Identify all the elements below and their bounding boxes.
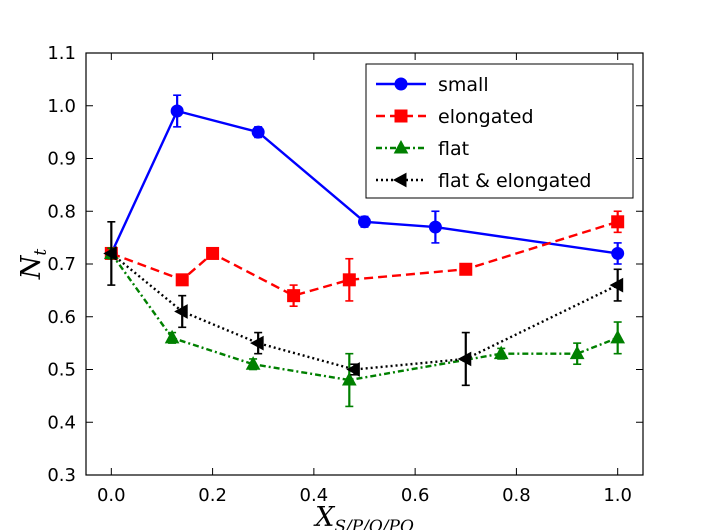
x-tick-label: 0.6 (401, 485, 430, 506)
y-tick-label: 0.9 (47, 149, 76, 170)
series-3 (103, 221, 624, 387)
y-axis-label: Nt (16, 249, 51, 281)
axis-ticks: 0.0 0.2 0.4 0.6 0.8 1.0 0.3 0.4 0.5 0.6 0.7 0.8 0.9 1… (47, 43, 643, 506)
legend-marker (394, 109, 408, 123)
data-point (346, 362, 360, 377)
y-tick-label: 0.8 (47, 201, 76, 222)
data-point (250, 335, 264, 351)
y-axis-label-sub: t (31, 249, 51, 256)
y-tick-label: 0.7 (47, 254, 76, 275)
data-point (611, 215, 625, 229)
x-tick-label: 0.4 (300, 485, 329, 506)
y-tick-label: 0.4 (47, 412, 76, 433)
data-point (164, 329, 180, 344)
data-point (457, 351, 472, 367)
legend-box (365, 63, 634, 199)
data-point (287, 289, 301, 303)
series-line (110, 109, 618, 255)
y-tick-label: 0.6 (47, 307, 76, 328)
legend-label: flat (438, 138, 469, 160)
data-point (428, 220, 442, 234)
x-tick-label: 1.0 (603, 485, 632, 506)
legend: small elongated flat flat & elongated (365, 63, 634, 199)
data-point (206, 246, 220, 260)
x-axis-label-main: X (313, 502, 336, 530)
data-point (103, 246, 117, 261)
data-point (174, 304, 188, 319)
legend-marker (392, 172, 407, 188)
series-line (110, 252, 619, 371)
data-point (569, 345, 585, 360)
x-axis-label-sub: S/P/O/PO (334, 517, 414, 530)
legend-label: small (438, 74, 489, 96)
data-point (175, 273, 189, 287)
plot-area (103, 94, 626, 408)
legend-marker (394, 77, 408, 91)
y-axis-label-main: N (16, 254, 47, 280)
x-tick-label: 0.0 (97, 485, 126, 506)
y-tick-label: 0.3 (47, 465, 76, 486)
data-point (245, 356, 261, 370)
x-tick-label: 0.2 (198, 485, 227, 506)
data-point (610, 329, 626, 344)
y-tick-label: 1.0 (47, 96, 76, 117)
y-tick-label: 0.5 (47, 360, 76, 381)
data-point (459, 262, 473, 276)
data-point (170, 104, 184, 118)
data-point (341, 372, 357, 386)
axis-titles: XS/P/O/PO Nt (16, 249, 414, 530)
x-tick-label: 0.8 (502, 485, 531, 506)
data-point (611, 246, 625, 260)
data-point (609, 277, 624, 293)
data-point (358, 215, 371, 229)
data-point (493, 345, 509, 360)
data-point (342, 273, 356, 287)
legend-label: elongated (438, 106, 534, 128)
legend-label: flat & elongated (438, 170, 592, 192)
x-axis-label: XS/P/O/PO (313, 502, 414, 530)
data-point (251, 125, 265, 139)
legend-marker (393, 139, 409, 154)
y-tick-label: 1.1 (47, 43, 76, 64)
